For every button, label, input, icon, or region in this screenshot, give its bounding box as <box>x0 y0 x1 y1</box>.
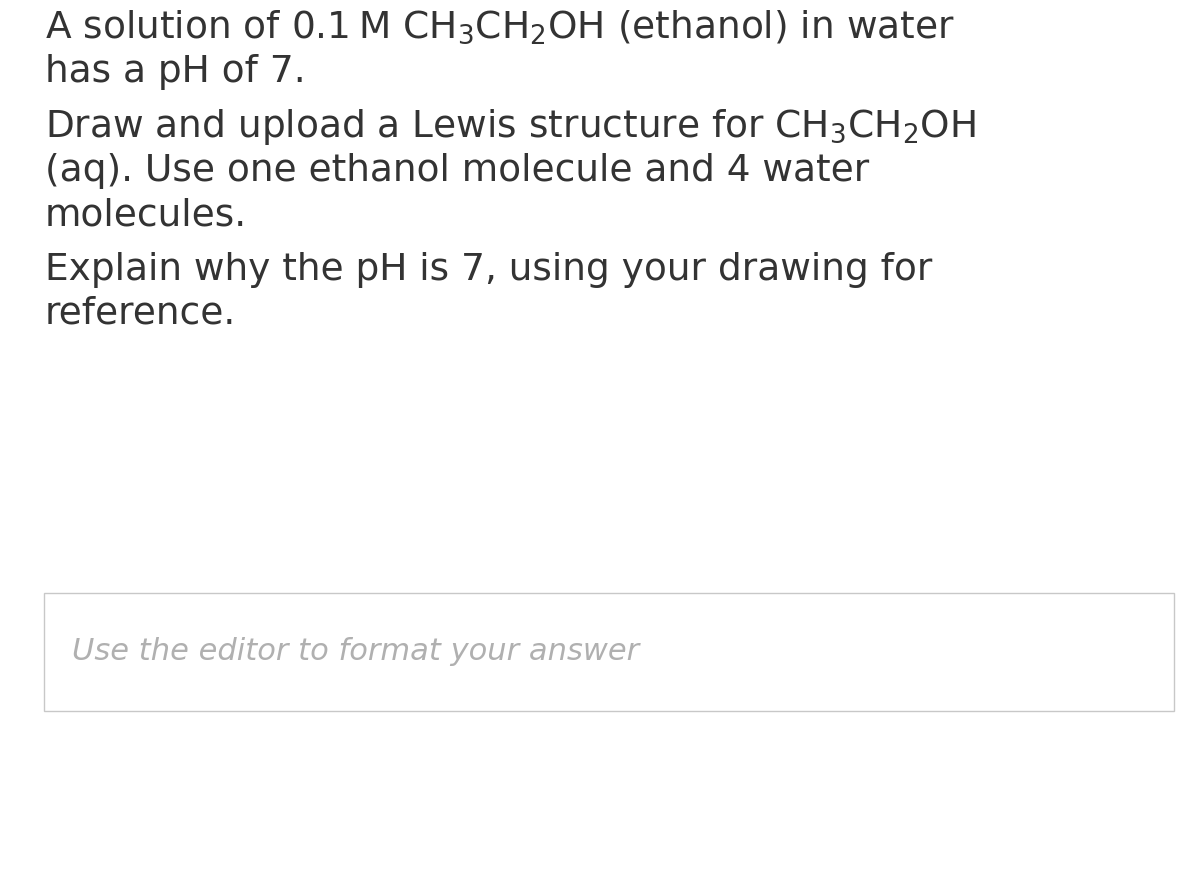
Text: (aq). Use one ethanol molecule and 4 water: (aq). Use one ethanol molecule and 4 wat… <box>46 153 869 189</box>
Text: reference.: reference. <box>46 296 236 332</box>
Text: Use the editor to format your answer: Use the editor to format your answer <box>72 638 640 667</box>
FancyBboxPatch shape <box>44 593 1174 711</box>
Text: has a pH of 7.: has a pH of 7. <box>46 54 306 90</box>
Text: molecules.: molecules. <box>46 197 247 233</box>
Text: Explain why the pH is 7, using your drawing for: Explain why the pH is 7, using your draw… <box>46 252 932 288</box>
Text: Draw and upload a Lewis structure for CH$_{3}$CH$_{2}$OH: Draw and upload a Lewis structure for CH… <box>46 107 976 147</box>
Text: A solution of 0.1 M CH$_{3}$CH$_{2}$OH (ethanol) in water: A solution of 0.1 M CH$_{3}$CH$_{2}$OH (… <box>46 9 955 46</box>
